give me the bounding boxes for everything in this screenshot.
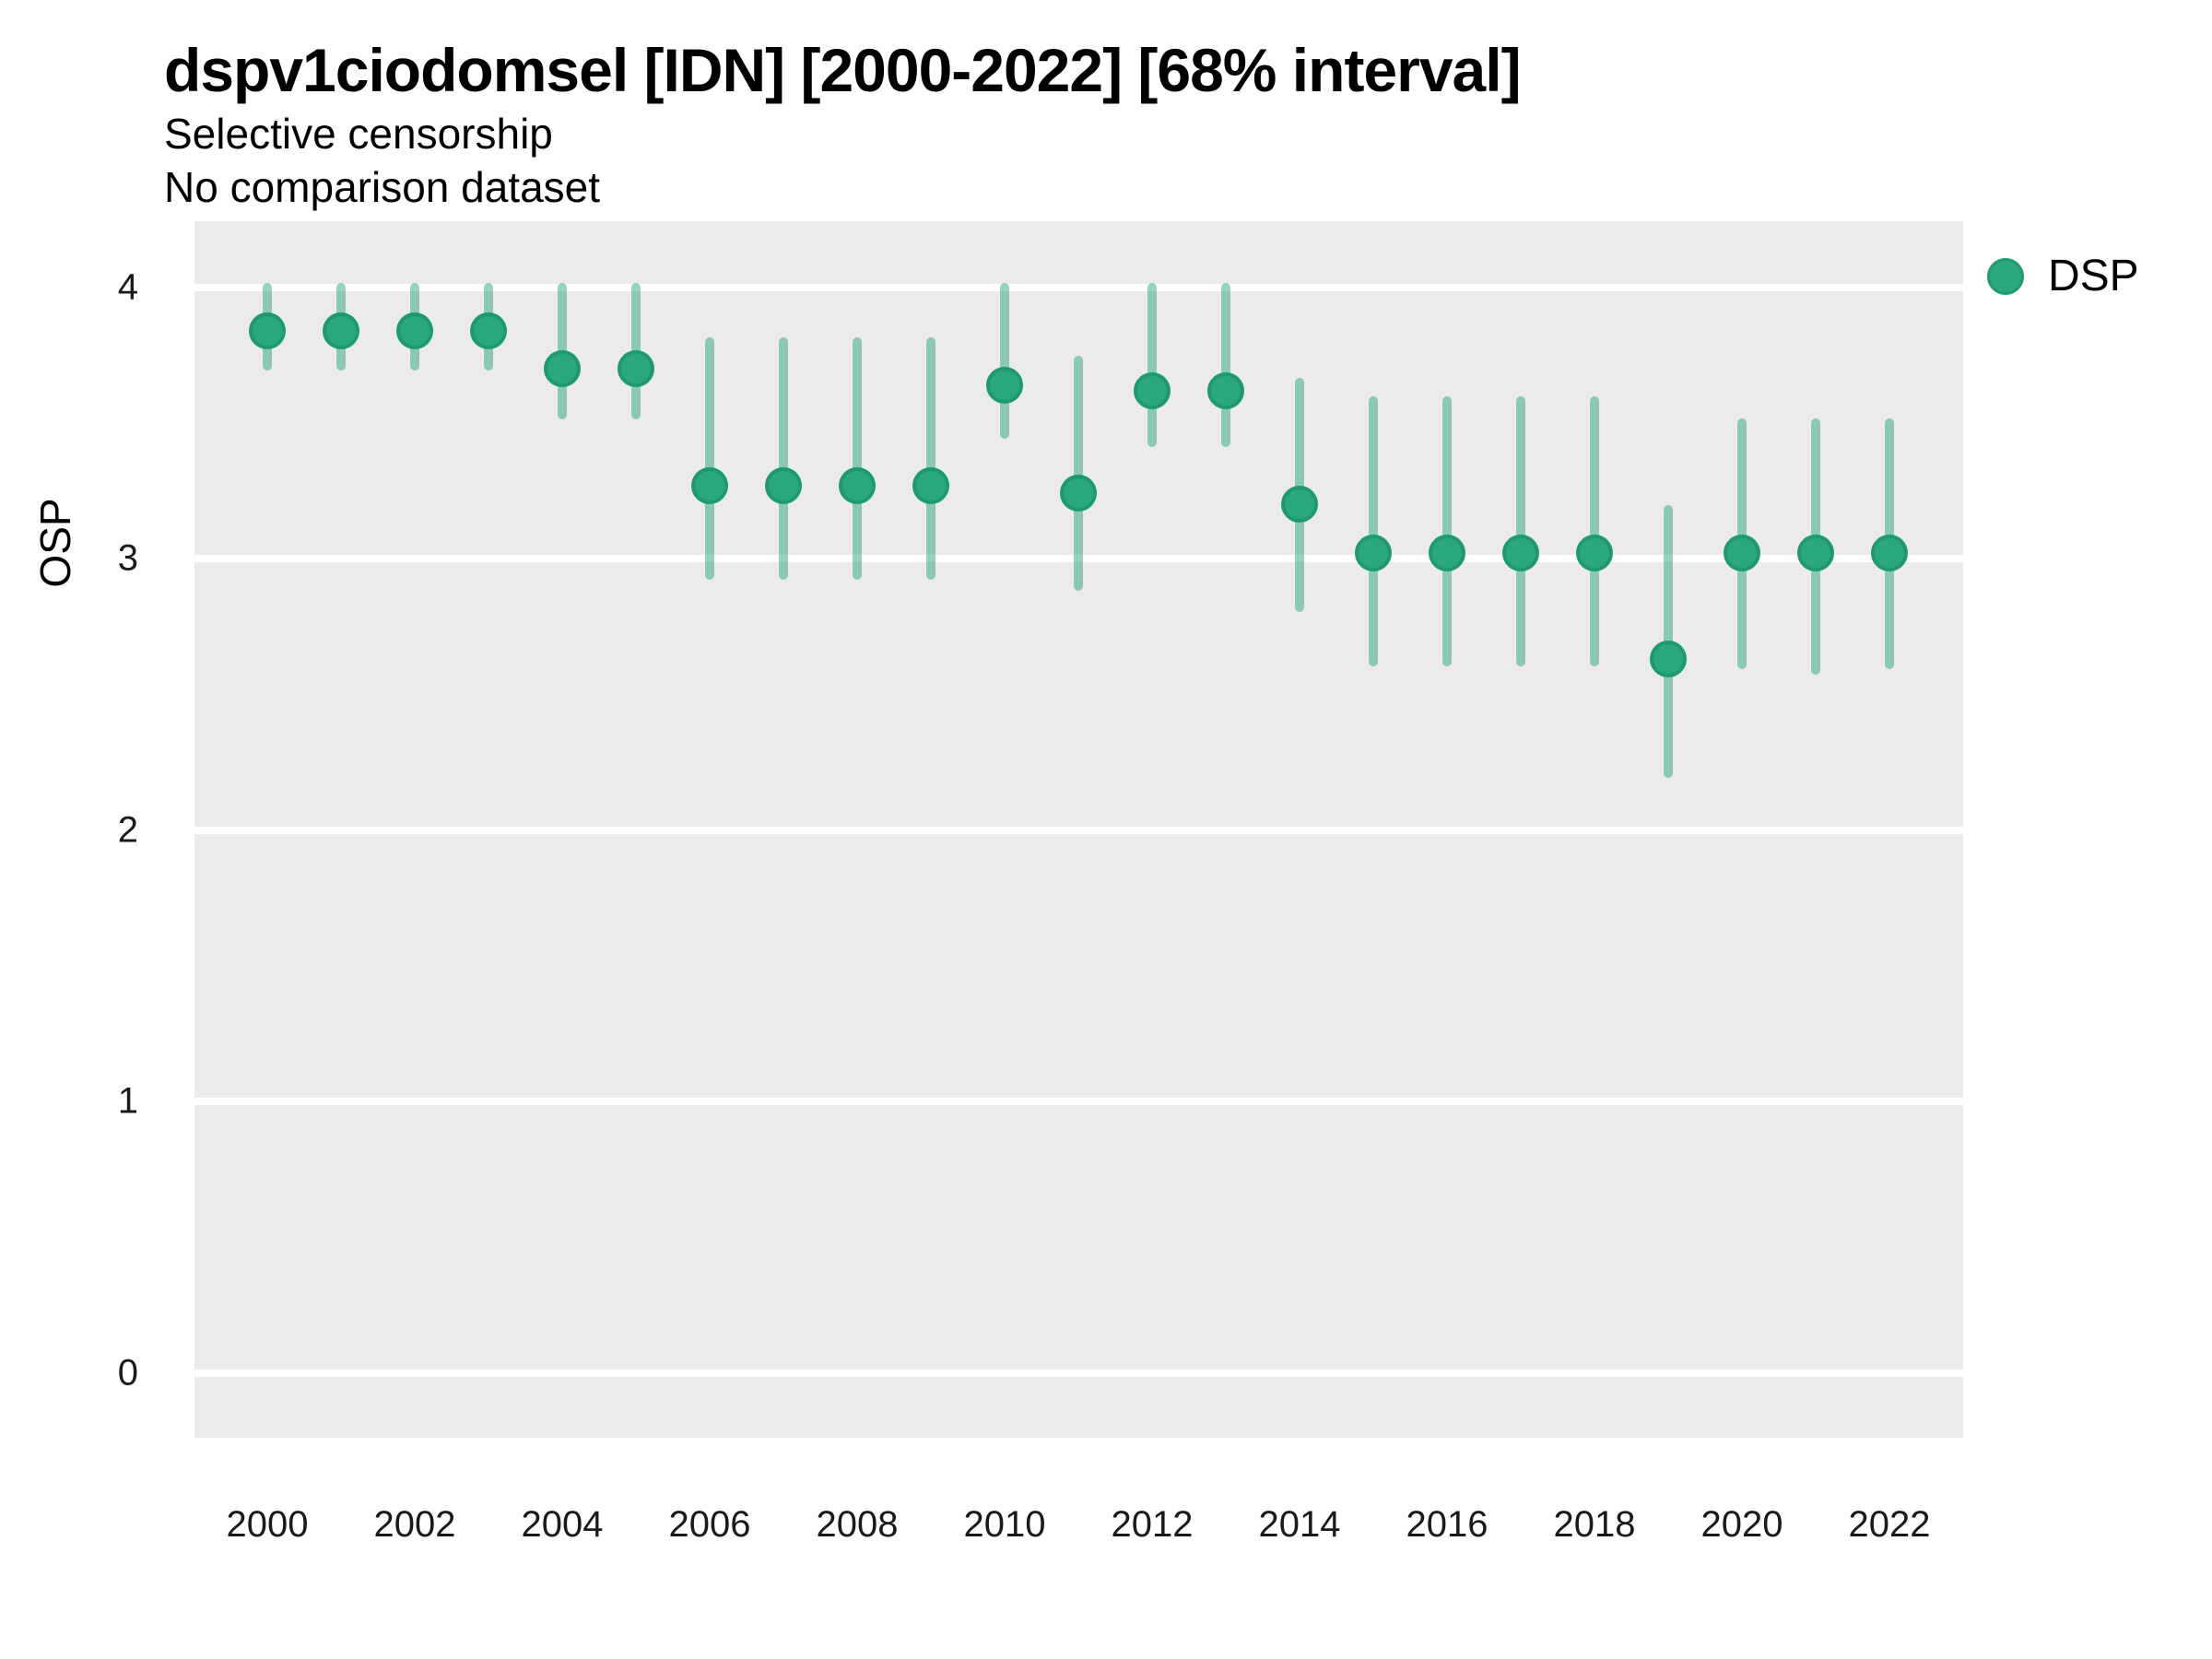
data-point-2006	[691, 466, 728, 504]
x-tick-label-2008: 2008	[816, 1504, 899, 1545]
data-point-2021	[1797, 535, 1834, 572]
data-point-2003	[470, 312, 507, 349]
errorbar-2007	[779, 336, 788, 580]
gridline-y-4	[194, 283, 1963, 291]
data-point-2004	[544, 349, 581, 387]
y-tick-label-4: 4	[117, 266, 138, 308]
data-point-2007	[765, 466, 802, 504]
data-point-2014	[1281, 486, 1318, 524]
errorbar-2008	[853, 336, 862, 580]
data-point-2020	[1724, 535, 1760, 572]
gridline-y-0	[194, 1370, 1963, 1377]
errorbar-2015	[1369, 396, 1378, 667]
errorbar-2006	[705, 336, 714, 580]
chart-note: No comparison dataset	[164, 163, 601, 211]
errorbar-2012	[1147, 282, 1157, 447]
chart-title: dspv1ciodomsel [IDN] [2000-2022] [68% in…	[164, 36, 1522, 104]
data-point-2018	[1576, 535, 1613, 572]
data-point-2005	[618, 349, 654, 387]
data-point-2009	[912, 466, 949, 504]
gridline-y-1	[194, 1098, 1963, 1106]
x-tick-label-2006: 2006	[668, 1504, 751, 1545]
errorbar-2016	[1442, 396, 1452, 667]
gridline-y-2	[194, 826, 1963, 834]
errorbar-2010	[1000, 282, 1009, 439]
data-point-2010	[986, 366, 1023, 404]
errorbar-2013	[1221, 282, 1230, 447]
data-point-2002	[396, 312, 433, 349]
x-tick-label-2002: 2002	[373, 1504, 456, 1545]
legend-point-icon	[1987, 257, 2024, 295]
data-point-2000	[249, 312, 286, 349]
data-point-2011	[1060, 475, 1097, 512]
x-tick-label-2022: 2022	[1848, 1504, 1931, 1545]
errorbar-2009	[926, 336, 935, 580]
data-point-2019	[1650, 641, 1687, 678]
data-point-2022	[1871, 535, 1908, 572]
errorbar-2018	[1590, 396, 1599, 667]
y-tick-label-0: 0	[117, 1352, 138, 1394]
chart-subtitle: Selective censorship	[164, 110, 553, 158]
x-tick-label-2012: 2012	[1111, 1504, 1194, 1545]
data-point-2008	[839, 466, 876, 504]
errorbar-2017	[1516, 396, 1525, 667]
data-point-2012	[1134, 371, 1171, 409]
data-point-2016	[1429, 535, 1465, 572]
y-tick-label-2: 2	[117, 809, 138, 851]
data-point-2017	[1502, 535, 1539, 572]
x-tick-label-2000: 2000	[226, 1504, 309, 1545]
legend-label: DSP	[2048, 252, 2139, 300]
x-tick-label-2016: 2016	[1406, 1504, 1488, 1545]
legend: DSP	[1987, 251, 2139, 301]
errorbar-2011	[1074, 356, 1083, 591]
plot-panel	[194, 221, 1963, 1438]
x-tick-label-2010: 2010	[963, 1504, 1046, 1545]
y-tick-label-1: 1	[117, 1080, 138, 1122]
data-point-2001	[323, 312, 359, 349]
data-point-2015	[1355, 535, 1392, 572]
x-tick-label-2020: 2020	[1700, 1504, 1783, 1545]
data-point-2013	[1207, 371, 1244, 409]
y-tick-label-3: 3	[117, 537, 138, 579]
x-tick-label-2014: 2014	[1258, 1504, 1341, 1545]
x-tick-label-2018: 2018	[1553, 1504, 1636, 1545]
x-tick-label-2004: 2004	[521, 1504, 604, 1545]
